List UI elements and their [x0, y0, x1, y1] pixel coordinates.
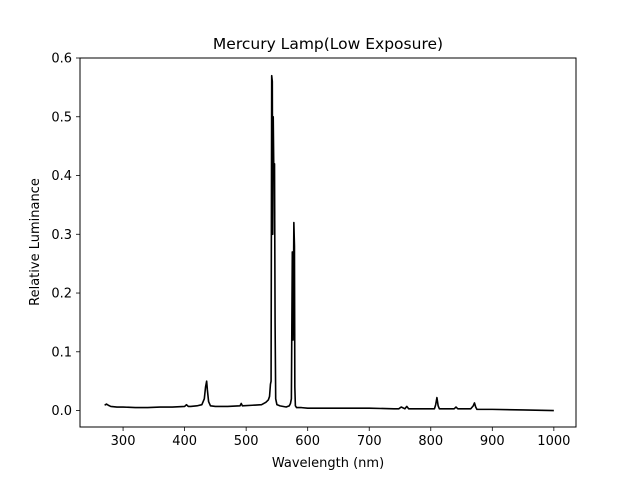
x-tick-label: 700 — [357, 434, 382, 449]
x-axis-label: Wavelength (nm) — [272, 456, 384, 471]
plot-frame — [79, 57, 577, 428]
x-tick-label: 800 — [418, 434, 443, 449]
x-tick-label: 500 — [234, 434, 259, 449]
chart-title: Mercury Lamp(Low Exposure) — [213, 35, 443, 53]
y-tick-label: 0.6 — [51, 52, 72, 67]
x-axis: 300 400 500 600 700 800 900 1000 — [111, 427, 570, 449]
y-tick-label: 0.1 — [51, 345, 72, 360]
x-tick-label: 400 — [172, 434, 197, 449]
spectrum-line — [104, 74, 554, 412]
plot-line-layer — [104, 74, 554, 412]
y-tick-label: 0.3 — [51, 228, 72, 243]
x-tick-label: 600 — [295, 434, 320, 449]
y-tick-label: 0.2 — [51, 287, 72, 302]
y-axis-label: Relative Luminance — [28, 178, 43, 306]
y-tick-label: 0.0 — [51, 404, 72, 419]
y-tick-label: 0.5 — [51, 110, 72, 125]
x-tick-label: 1000 — [537, 434, 570, 449]
y-axis: 0.0 0.1 0.2 0.3 0.4 0.5 0.6 — [51, 52, 80, 419]
x-tick-label: 300 — [111, 434, 136, 449]
y-tick-label: 0.4 — [51, 169, 72, 184]
x-tick-label: 900 — [480, 434, 505, 449]
